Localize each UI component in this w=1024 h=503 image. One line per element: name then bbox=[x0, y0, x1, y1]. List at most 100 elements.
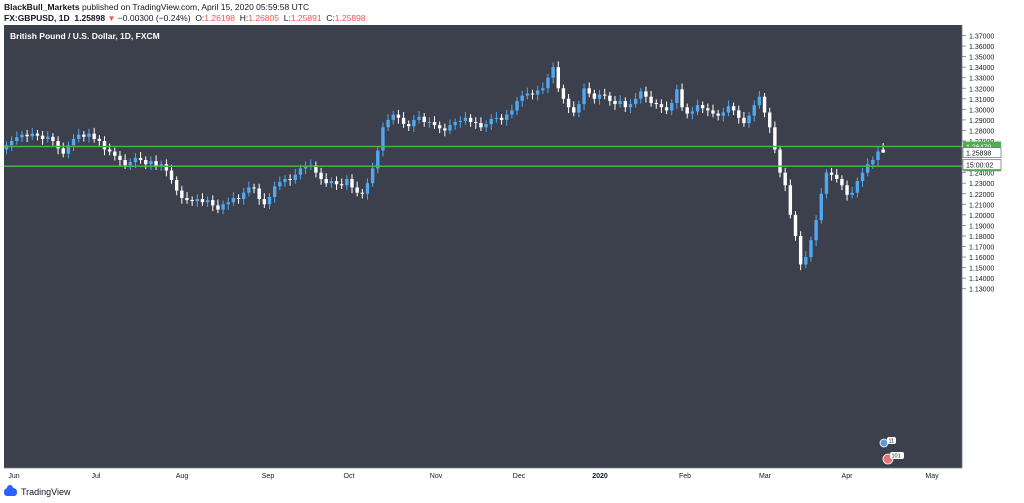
candle-body bbox=[675, 89, 679, 104]
candle-body bbox=[407, 124, 411, 127]
candle-body bbox=[76, 134, 81, 139]
candle-body bbox=[788, 185, 793, 215]
y-tick-label: 1.37000 bbox=[969, 34, 994, 41]
candlestick-chart[interactable]: British Pound / U.S. Dollar, 1D, FXCM 1.… bbox=[4, 25, 1020, 484]
candle-body bbox=[267, 196, 272, 205]
candle-body bbox=[355, 187, 359, 193]
plot-background[interactable] bbox=[4, 25, 962, 468]
candle-body bbox=[804, 257, 808, 265]
candle-body bbox=[211, 200, 215, 206]
candle-body bbox=[597, 94, 602, 99]
candle-body bbox=[262, 199, 267, 205]
candle-body bbox=[721, 112, 725, 116]
candle-body bbox=[628, 104, 633, 108]
countdown-tag bbox=[962, 159, 1002, 171]
chart-area[interactable]: British Pound / U.S. Dollar, 1D, FXCM 1.… bbox=[4, 25, 1020, 484]
candle-body bbox=[824, 172, 829, 194]
x-tick-label: Dec bbox=[513, 473, 526, 480]
candle-body bbox=[334, 181, 339, 185]
candle-body bbox=[680, 89, 684, 108]
candle-body bbox=[396, 114, 401, 118]
candle-body bbox=[468, 117, 473, 123]
candle-body bbox=[762, 96, 767, 113]
levels-layer bbox=[4, 145, 962, 168]
time-axis[interactable] bbox=[4, 468, 962, 484]
candle-body bbox=[427, 122, 432, 124]
candle-body bbox=[814, 220, 818, 241]
candle-body bbox=[20, 134, 24, 138]
candle-body bbox=[479, 123, 483, 128]
candle-body bbox=[386, 119, 390, 128]
y-tick-label: 1.36000 bbox=[969, 44, 994, 51]
event-badges[interactable]: 11 101 bbox=[879, 437, 904, 465]
countdown-text: 15:00:02 bbox=[966, 163, 993, 170]
y-tick-label: 1.22000 bbox=[969, 192, 994, 199]
candle-body bbox=[639, 91, 643, 99]
x-tick-label: Aug bbox=[176, 473, 189, 480]
y-tick-label: 1.15000 bbox=[969, 266, 994, 273]
candle-body bbox=[876, 151, 880, 160]
candle-body bbox=[247, 187, 251, 193]
candle-body bbox=[633, 98, 638, 105]
open-value: 1.26198 bbox=[204, 13, 236, 23]
event-count-text: 11 bbox=[889, 439, 895, 445]
candle-body bbox=[221, 204, 225, 210]
candle-body bbox=[437, 125, 442, 129]
candle-body bbox=[87, 133, 91, 137]
candle-body bbox=[525, 93, 530, 96]
candle-body bbox=[520, 95, 524, 101]
candle-body bbox=[169, 170, 174, 181]
candle-body bbox=[324, 178, 328, 184]
candle-body bbox=[752, 105, 756, 116]
publisher-name[interactable]: BlackBull_Markets bbox=[4, 2, 80, 12]
candle-body bbox=[685, 107, 689, 114]
candle-body bbox=[623, 100, 628, 108]
y-tick-label: 1.33000 bbox=[969, 76, 994, 83]
price-change: −0.00300 (−0.24%) bbox=[117, 13, 191, 23]
x-tick-label: Jul bbox=[92, 473, 101, 480]
tradingview-logo-icon bbox=[4, 485, 17, 496]
candle-body bbox=[46, 136, 50, 139]
candles-layer bbox=[4, 61, 885, 271]
candle-body bbox=[30, 133, 34, 137]
price-axis[interactable] bbox=[962, 25, 1020, 468]
candle-body bbox=[149, 161, 153, 165]
candle-body bbox=[613, 100, 617, 105]
candle-body bbox=[9, 141, 14, 146]
candle-body bbox=[773, 127, 777, 150]
brand-name[interactable]: TradingView bbox=[21, 487, 71, 497]
candle-body bbox=[448, 125, 452, 131]
candle-body bbox=[278, 182, 282, 187]
candle-body bbox=[778, 149, 782, 173]
candle-body bbox=[61, 148, 65, 154]
candle-body bbox=[319, 172, 323, 179]
candle-body bbox=[154, 161, 158, 167]
candle-body bbox=[303, 166, 308, 169]
candle-body bbox=[113, 151, 117, 156]
high-label: H: bbox=[239, 13, 249, 23]
candle-body bbox=[417, 116, 421, 120]
symbol: FX:GBPUSD, 1D bbox=[4, 13, 70, 23]
candle-body bbox=[102, 141, 107, 150]
candle-body bbox=[768, 112, 772, 128]
candle-body bbox=[185, 197, 189, 201]
candle-body bbox=[474, 122, 478, 124]
published-text: published on TradingView.com, April 15, … bbox=[81, 2, 310, 12]
candle-body bbox=[283, 178, 287, 183]
x-ticks: Jun Jul Aug Sep Oct Nov Dec 2020 Feb Mar Apr May bbox=[8, 473, 939, 480]
news-count-badge[interactable] bbox=[890, 452, 904, 459]
candle-body bbox=[40, 135, 45, 139]
low-label: L: bbox=[283, 13, 291, 23]
candle-body bbox=[494, 117, 499, 119]
candle-body bbox=[670, 103, 674, 111]
candle-body bbox=[231, 197, 236, 203]
y-tick-label: 1.29000 bbox=[969, 118, 994, 125]
y-tick-label: 1.17000 bbox=[969, 245, 994, 252]
candle-body bbox=[566, 98, 571, 108]
symbol-info: FX:GBPUSD, 1D 1.25898 ▼ −0.00300 (−0.24%… bbox=[4, 13, 366, 23]
x-tick-label: May bbox=[925, 473, 939, 480]
economic-flag-icon[interactable] bbox=[879, 438, 889, 448]
event-count-badge[interactable] bbox=[887, 437, 896, 444]
candle-body bbox=[236, 197, 241, 200]
